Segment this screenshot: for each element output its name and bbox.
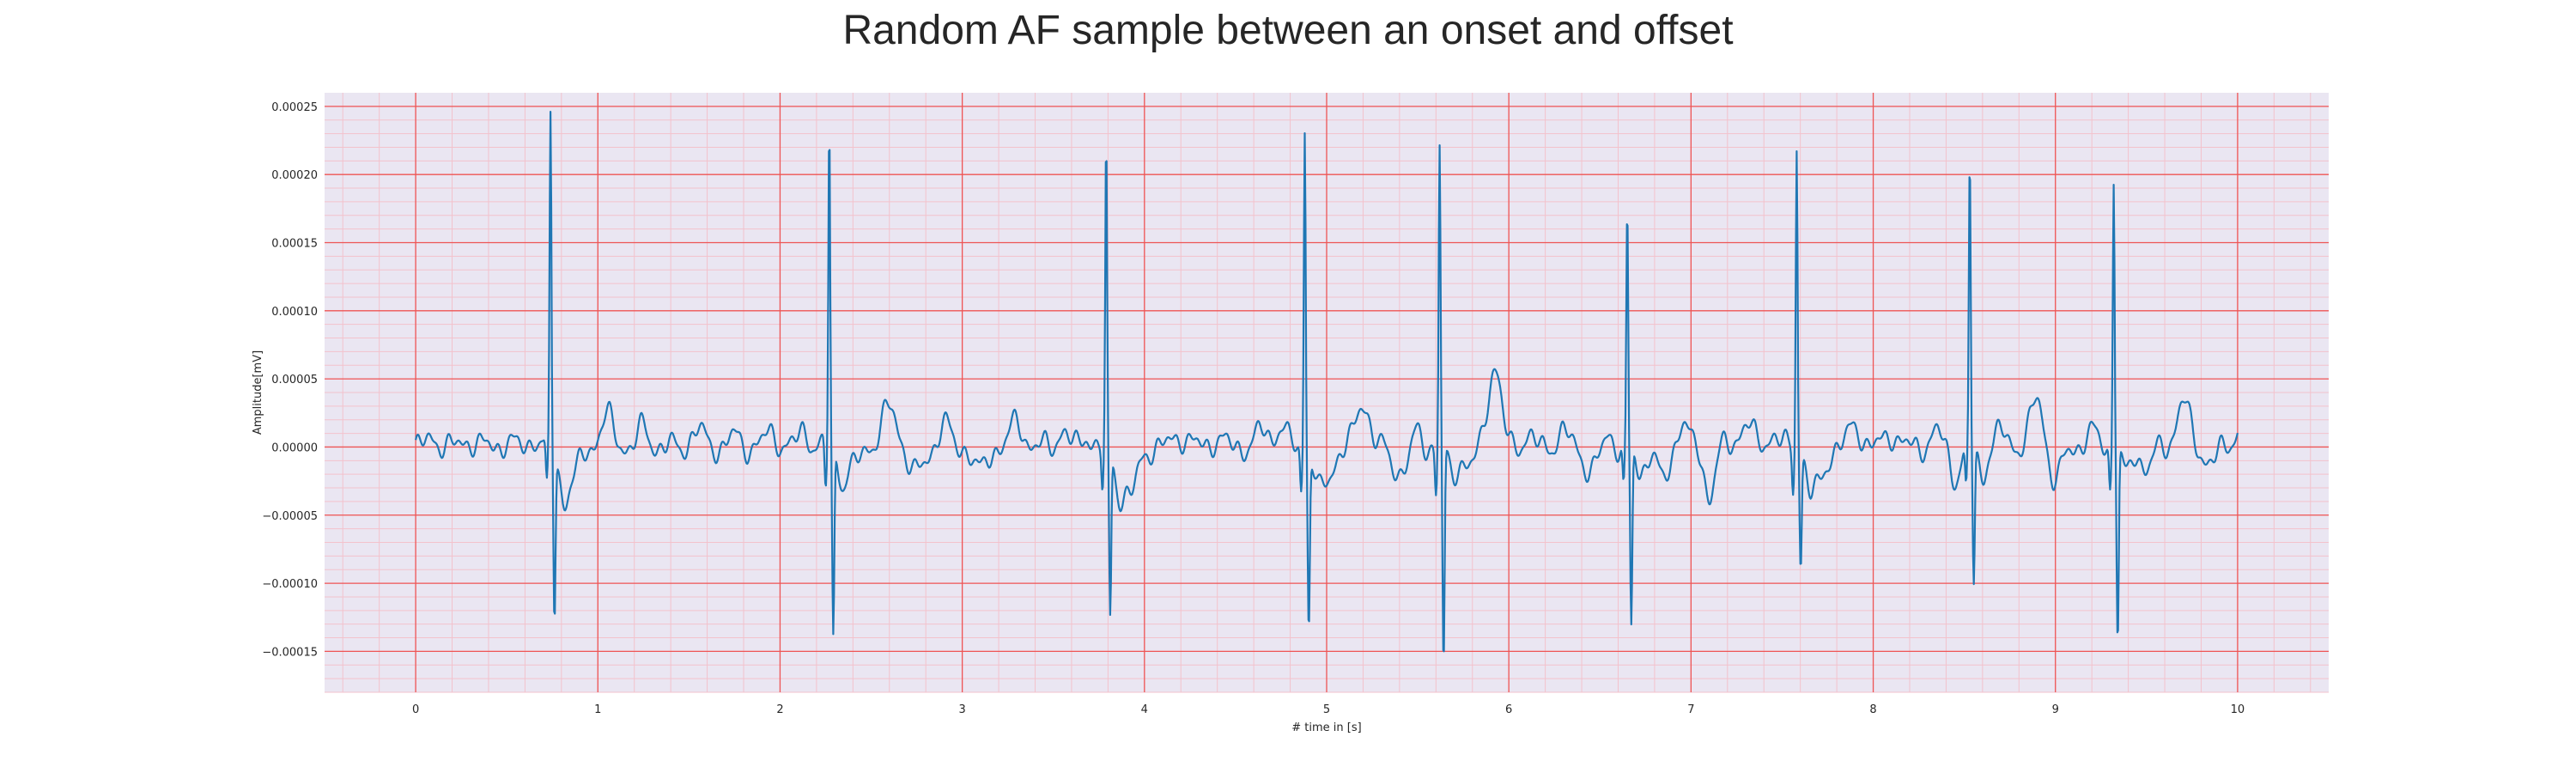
x-tick-label: 1 <box>594 703 601 716</box>
x-tick-label: 10 <box>2231 703 2245 716</box>
x-tick-labels: 0 1 2 3 4 5 6 7 8 9 10 <box>412 703 2245 716</box>
y-tick-label: 0.00015 <box>271 238 318 251</box>
ecg-series-line <box>415 111 2239 653</box>
y-tick-label: 0.00025 <box>271 101 318 114</box>
chart-title: Random AF sample between an onset and of… <box>842 8 1734 53</box>
series-layer <box>415 111 2239 653</box>
x-tick-label: 8 <box>1869 703 1876 716</box>
x-tick-label: 0 <box>412 703 419 716</box>
y-axis-label: Amplitude[mV] <box>252 350 264 435</box>
x-tick-label: 2 <box>776 703 783 716</box>
x-axis-label: # time in [s] <box>1291 721 1361 734</box>
x-tick-label: 9 <box>2052 703 2059 716</box>
x-tick-label: 5 <box>1323 703 1330 716</box>
y-tick-label: 0.00010 <box>271 306 318 319</box>
y-tick-label: −0.00005 <box>262 510 318 523</box>
y-tick-labels: −0.00015 −0.00010 −0.00005 0.00000 0.00005 0.… <box>262 101 318 660</box>
y-tick-label: 0.00005 <box>271 374 318 386</box>
x-tick-label: 4 <box>1141 703 1148 716</box>
x-tick-label: 3 <box>958 703 965 716</box>
y-tick-label: 0.00020 <box>271 169 318 182</box>
y-tick-label: −0.00010 <box>262 578 318 591</box>
x-tick-label: 7 <box>1687 703 1694 716</box>
y-tick-label: 0.00000 <box>271 441 318 454</box>
x-tick-label: 6 <box>1505 703 1512 716</box>
y-tick-label: −0.00015 <box>262 646 318 659</box>
